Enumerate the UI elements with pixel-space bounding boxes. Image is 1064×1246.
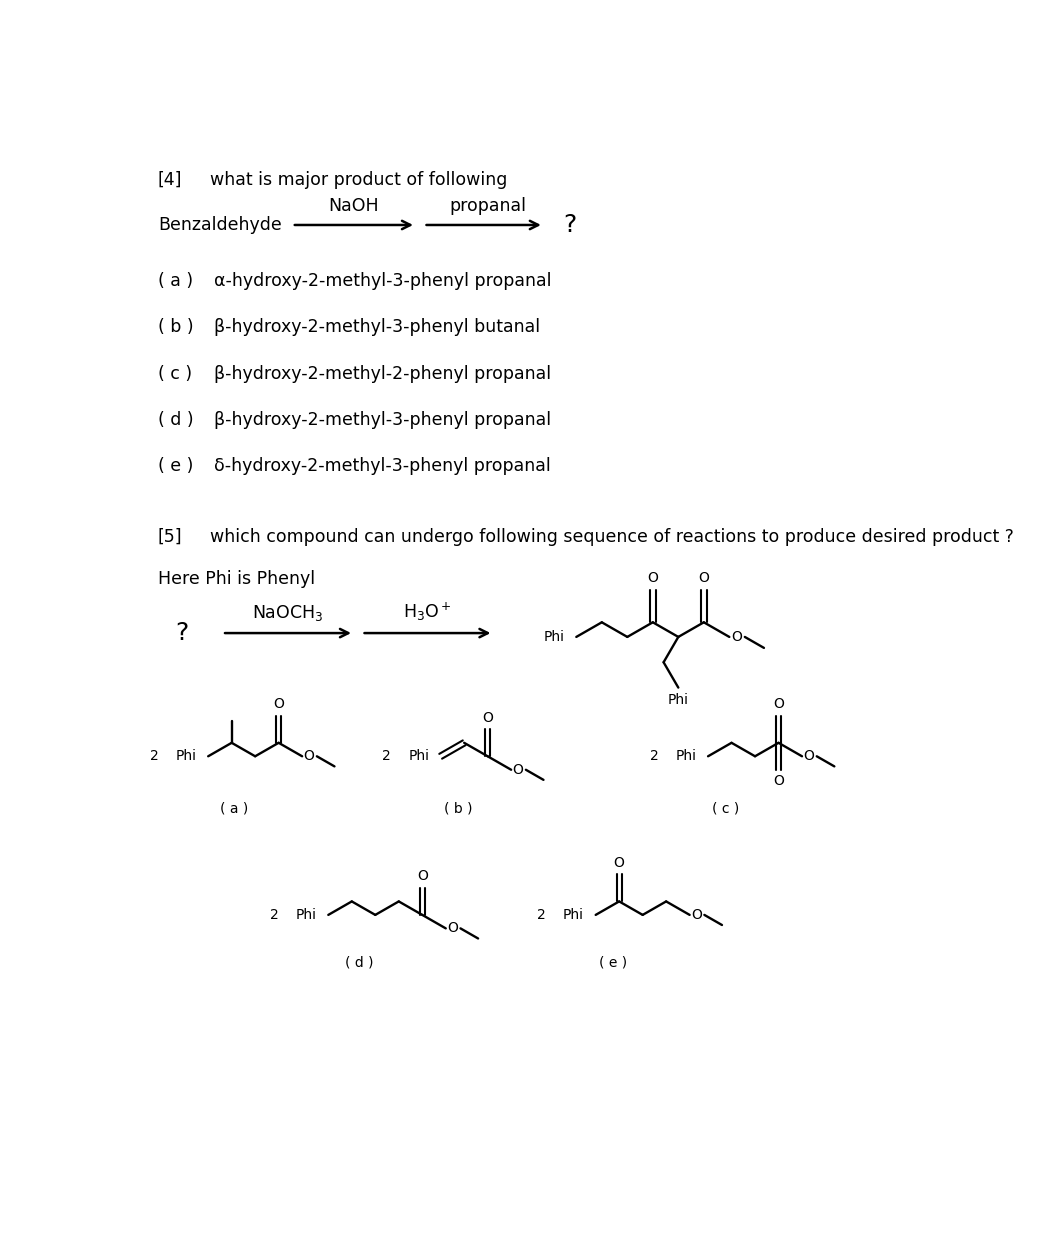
- Text: ( a ): ( a ): [157, 272, 193, 290]
- Text: Phi: Phi: [563, 908, 584, 922]
- Text: ?: ?: [563, 213, 577, 237]
- Text: NaOH: NaOH: [329, 197, 379, 216]
- Text: NaOCH$_3$: NaOCH$_3$: [252, 603, 323, 623]
- Text: Benzaldehyde: Benzaldehyde: [157, 216, 282, 234]
- Text: ( b ): ( b ): [445, 801, 472, 816]
- Text: O: O: [482, 710, 493, 725]
- Text: H$_3$O$^+$: H$_3$O$^+$: [403, 601, 452, 623]
- Text: δ-hydroxy-2-methyl-3-phenyl propanal: δ-hydroxy-2-methyl-3-phenyl propanal: [214, 457, 551, 475]
- Text: O: O: [303, 749, 315, 764]
- Text: O: O: [698, 572, 710, 586]
- Text: O: O: [273, 698, 284, 711]
- Text: ( c ): ( c ): [712, 801, 739, 816]
- Text: 2: 2: [150, 749, 159, 764]
- Text: ( d ): ( d ): [345, 956, 373, 969]
- Text: Phi: Phi: [668, 693, 688, 706]
- Text: 2: 2: [537, 908, 546, 922]
- Text: 2: 2: [382, 749, 392, 764]
- Text: O: O: [513, 763, 523, 776]
- Text: O: O: [614, 856, 625, 870]
- Text: O: O: [803, 749, 814, 764]
- Text: Phi: Phi: [176, 749, 197, 764]
- Text: Phi: Phi: [296, 908, 317, 922]
- Text: β-hydroxy-2-methyl-3-phenyl butanal: β-hydroxy-2-methyl-3-phenyl butanal: [214, 319, 541, 336]
- Text: Phi: Phi: [676, 749, 697, 764]
- Text: ( e ): ( e ): [157, 457, 194, 475]
- Text: 2: 2: [270, 908, 279, 922]
- Text: what is major product of following: what is major product of following: [211, 171, 508, 189]
- Text: ?: ?: [176, 621, 189, 645]
- Text: β-hydroxy-2-methyl-2-phenyl propanal: β-hydroxy-2-methyl-2-phenyl propanal: [214, 365, 551, 383]
- Text: O: O: [692, 908, 702, 922]
- Text: propanal: propanal: [449, 197, 526, 216]
- Text: [4]: [4]: [157, 171, 182, 189]
- Text: β-hydroxy-2-methyl-3-phenyl propanal: β-hydroxy-2-methyl-3-phenyl propanal: [214, 411, 551, 429]
- Text: Phi: Phi: [409, 749, 429, 764]
- Text: α-hydroxy-2-methyl-3-phenyl propanal: α-hydroxy-2-methyl-3-phenyl propanal: [214, 272, 552, 290]
- Text: ( b ): ( b ): [157, 319, 194, 336]
- Text: O: O: [447, 921, 459, 936]
- Text: O: O: [774, 774, 784, 789]
- Text: ( e ): ( e ): [599, 956, 628, 969]
- Text: [5]: [5]: [157, 527, 182, 546]
- Text: ( d ): ( d ): [157, 411, 194, 429]
- Text: Here Phi is Phenyl: Here Phi is Phenyl: [157, 569, 315, 588]
- Text: O: O: [647, 572, 659, 586]
- Text: 2: 2: [650, 749, 659, 764]
- Text: ( a ): ( a ): [219, 801, 248, 816]
- Text: O: O: [417, 870, 428, 883]
- Text: O: O: [774, 698, 784, 711]
- Text: Phi: Phi: [544, 630, 565, 644]
- Text: O: O: [731, 630, 742, 644]
- Text: ( c ): ( c ): [157, 365, 192, 383]
- Text: which compound can undergo following sequence of reactions to produce desired pr: which compound can undergo following seq…: [211, 527, 1014, 546]
